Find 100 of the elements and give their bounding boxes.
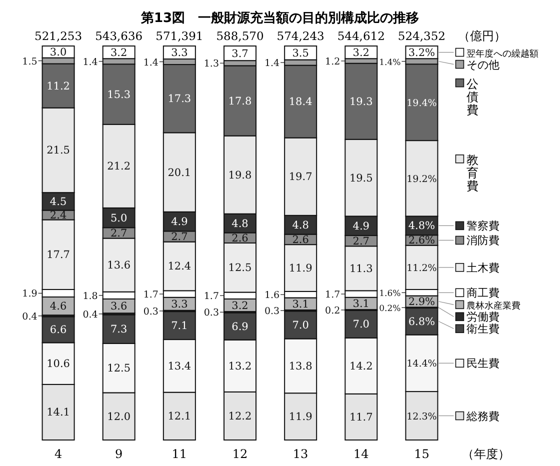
data-label: 0.4 bbox=[82, 309, 98, 320]
data-label: 11.9 bbox=[288, 262, 312, 275]
data-label: 2.7 bbox=[352, 235, 370, 248]
data-label: 3.2 bbox=[232, 300, 248, 312]
data-label: 12.5 bbox=[228, 262, 252, 274]
data-label: 14.2 bbox=[349, 360, 373, 372]
data-label: 12.0 bbox=[107, 410, 131, 423]
text: 571,391 bbox=[156, 29, 204, 43]
data-label: 4.8 bbox=[232, 218, 248, 230]
data-label: 17.8 bbox=[228, 95, 252, 108]
data-label: 13.8 bbox=[288, 360, 312, 372]
data-label: 15.3 bbox=[107, 88, 131, 101]
data-label: 1.4% bbox=[379, 58, 401, 68]
data-label: 13.2 bbox=[228, 360, 252, 372]
x-tick-label: 13 bbox=[292, 447, 308, 461]
data-label: 13.6 bbox=[107, 260, 131, 272]
data-label: 11.3 bbox=[349, 262, 373, 275]
text: 521,253 bbox=[34, 29, 82, 43]
data-label: 0.3 bbox=[204, 308, 219, 319]
data-label: 14.4% bbox=[406, 358, 437, 370]
data-label: 2.6 bbox=[292, 234, 310, 246]
data-label: 1.3 bbox=[204, 58, 219, 70]
data-label: 4.8 bbox=[292, 219, 309, 232]
data-label: 12.1 bbox=[168, 410, 192, 423]
data-label: 1.4 bbox=[143, 57, 158, 68]
data-label: 2.7 bbox=[110, 227, 128, 240]
data-label: 0.3 bbox=[264, 306, 280, 318]
x-axis-title: （年度） bbox=[462, 447, 510, 461]
data-label: 11.7 bbox=[349, 411, 373, 424]
chart-title: 第13図 一般財源充当額の目的別構成比の推移 bbox=[140, 10, 420, 26]
data-label: 2.7 bbox=[171, 231, 188, 243]
data-label: 3.1 bbox=[292, 298, 309, 310]
legend-label: その他 bbox=[466, 58, 500, 72]
x-tick-label: 15 bbox=[414, 447, 430, 461]
data-label: 11.2 bbox=[46, 80, 70, 92]
data-label: 5.0 bbox=[110, 212, 128, 224]
legend-label: 翌年度への繰越額 bbox=[466, 48, 539, 60]
data-label: 12.5 bbox=[107, 362, 131, 375]
legend-label: 消防費 bbox=[466, 234, 500, 248]
data-label: 3.0 bbox=[50, 46, 67, 58]
data-label: 3.2% bbox=[408, 46, 436, 59]
data-label: 17.7 bbox=[46, 249, 70, 262]
x-tick-label: 12 bbox=[232, 447, 248, 461]
data-label: 21.5 bbox=[46, 144, 70, 157]
data-label: 4.6 bbox=[50, 300, 67, 313]
data-label: 4.8% bbox=[408, 220, 436, 232]
data-label: 13.4 bbox=[168, 360, 192, 372]
text: 574,243 bbox=[276, 29, 324, 43]
data-label: 6.9 bbox=[232, 320, 248, 333]
data-label: 2.9% bbox=[408, 296, 436, 308]
data-label: 12.2 bbox=[228, 410, 252, 422]
legend-label: 労働費 bbox=[466, 310, 500, 324]
data-label: 1.7 bbox=[204, 291, 219, 302]
text: 543,636 bbox=[95, 29, 143, 43]
data-label: 6.6 bbox=[50, 324, 67, 336]
data-label: 10.6 bbox=[46, 358, 70, 370]
x-tick-label: 4 bbox=[54, 447, 62, 461]
legend-label: 警察費 bbox=[466, 220, 500, 233]
data-label: 19.5 bbox=[349, 172, 373, 184]
legend-label: 商工費 bbox=[466, 286, 500, 300]
x-tick-label: 14 bbox=[354, 447, 370, 461]
text: （億円） bbox=[458, 29, 506, 43]
data-label: 7.1 bbox=[171, 320, 188, 332]
data-label: 3.7 bbox=[232, 48, 248, 60]
data-label: 0.4 bbox=[22, 311, 38, 322]
data-label: 4.5 bbox=[50, 196, 67, 208]
text: 588,570 bbox=[216, 29, 264, 43]
data-label: 1.7 bbox=[325, 290, 340, 301]
data-label: 3.5 bbox=[292, 47, 309, 60]
legend-label: 民生費 bbox=[466, 357, 500, 370]
data-label: 1.4 bbox=[82, 56, 98, 68]
data-label: 0.3 bbox=[143, 306, 158, 318]
data-label: 3.3 bbox=[171, 298, 188, 310]
data-label: 4.9 bbox=[352, 220, 370, 232]
data-label: 11.2% bbox=[406, 262, 437, 274]
legend-label: 土木費 bbox=[466, 261, 500, 274]
data-label: 1.8 bbox=[82, 290, 98, 302]
data-label: 1.9 bbox=[22, 288, 38, 300]
legend-label: 教育費 bbox=[466, 152, 479, 193]
data-label: 7.0 bbox=[292, 319, 309, 332]
data-label: 1.5 bbox=[22, 56, 38, 68]
legend-label: 農林水産業費 bbox=[466, 300, 521, 312]
data-label: 1.2 bbox=[325, 56, 340, 68]
data-label: 3.2 bbox=[110, 46, 128, 59]
legend-label: 総務費 bbox=[466, 410, 500, 423]
data-label: 0.2 bbox=[325, 305, 340, 316]
data-label: 17.3 bbox=[168, 93, 192, 106]
text: 524,352 bbox=[398, 29, 446, 43]
legend-label: 衛生費 bbox=[466, 322, 500, 336]
data-label: 19.8 bbox=[228, 169, 252, 182]
data-label: 1.6% bbox=[379, 289, 401, 300]
x-tick-label: 11 bbox=[172, 447, 188, 461]
data-label: 7.3 bbox=[110, 324, 128, 336]
data-label: 0.2% bbox=[379, 304, 401, 314]
data-label: 3.2 bbox=[352, 46, 370, 59]
data-label: 2.6 bbox=[232, 232, 249, 244]
data-label: 21.2 bbox=[107, 160, 131, 173]
data-label: 11.9 bbox=[288, 411, 312, 424]
data-label: 2.4 bbox=[50, 210, 67, 222]
data-label: 3.1 bbox=[352, 298, 370, 310]
